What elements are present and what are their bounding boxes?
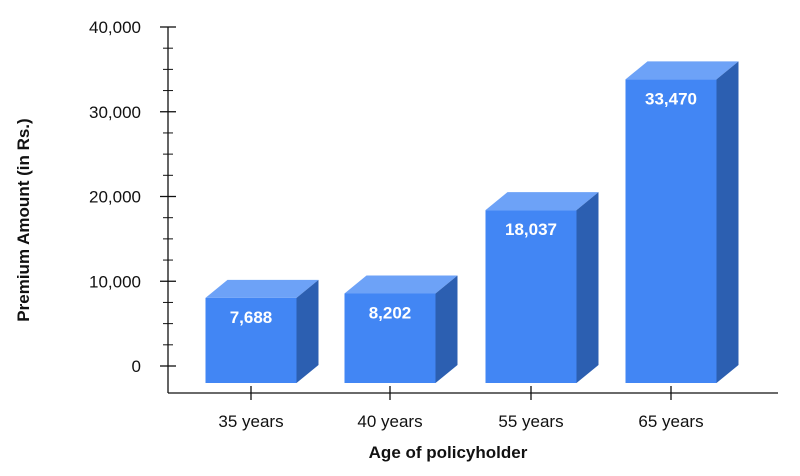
axes-layer: 0 10,000 20,000 30,000 40,000 35 years 40 year…: [89, 18, 778, 431]
x-tick-label: 35 years: [218, 412, 283, 431]
bar-value-label: 18,037: [505, 220, 557, 239]
bar-value-label: 33,470: [645, 89, 697, 108]
bar-value-label: 8,202: [369, 303, 412, 322]
bar-value-label: 7,688: [230, 308, 273, 327]
bar-top-face: [205, 279, 319, 298]
y-tick-label: 0: [132, 357, 141, 376]
bars-layer: [205, 61, 739, 384]
y-tick-label: 10,000: [89, 272, 141, 291]
y-tick-label: 20,000: [89, 188, 141, 207]
y-tick-label: 30,000: [89, 103, 141, 122]
bar: [485, 192, 599, 383]
x-tick-label: 40 years: [357, 412, 422, 431]
bar-top-face: [344, 275, 458, 294]
y-axis-title: Premium Amount (in Rs.): [14, 118, 33, 321]
bar-front-face: [625, 79, 717, 384]
x-tick-label: 55 years: [498, 412, 563, 431]
bar-front-face: [485, 210, 577, 383]
x-axis-title: Age of policyholder: [369, 443, 528, 462]
bar: [344, 275, 458, 383]
y-tick-label: 40,000: [89, 18, 141, 37]
bar-front-face: [344, 293, 436, 383]
bar-side-face: [435, 275, 458, 383]
bar-top-face: [625, 61, 739, 80]
labels-layer: 7,688 8,202 18,037 33,470: [230, 89, 697, 327]
bar-front-face: [205, 297, 297, 383]
bar: [625, 61, 739, 384]
bar-side-face: [296, 279, 319, 383]
bar-side-face: [716, 61, 739, 384]
bar: [205, 279, 319, 383]
bar-side-face: [576, 192, 599, 383]
x-tick-label: 65 years: [638, 412, 703, 431]
bar-top-face: [485, 192, 599, 211]
